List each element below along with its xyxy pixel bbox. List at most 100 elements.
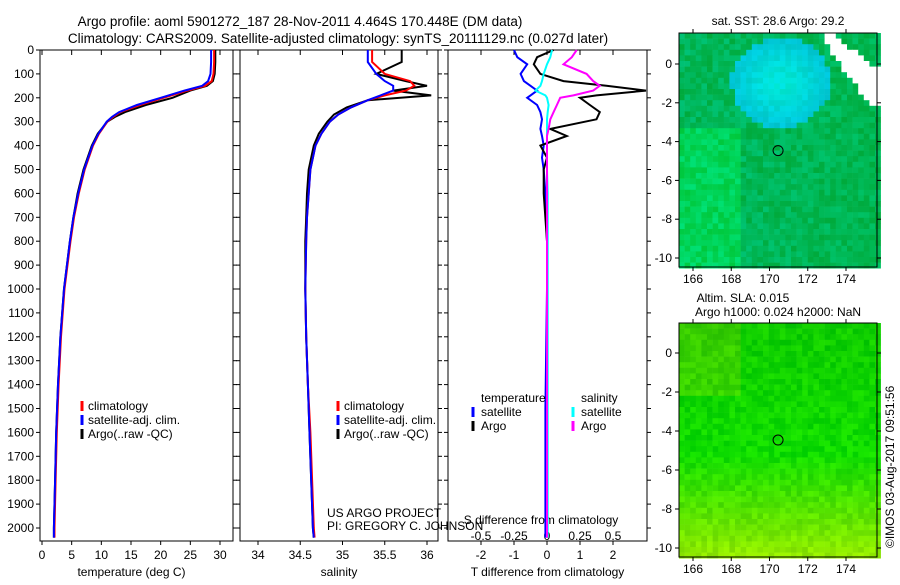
map-cell	[740, 423, 747, 430]
map-cell	[740, 418, 747, 425]
map-cell	[875, 423, 881, 430]
map-cell	[779, 351, 786, 357]
map-cell	[791, 552, 797, 559]
x2-tick-label: 0.25	[568, 529, 592, 543]
map-cell	[807, 117, 814, 123]
map-cell	[830, 33, 837, 39]
map-cell	[690, 507, 697, 514]
map-cell	[723, 262, 730, 269]
map-cell	[813, 189, 820, 196]
map-cell	[763, 105, 769, 112]
map-cell	[768, 111, 775, 118]
map-cell	[824, 502, 831, 509]
map-cell	[701, 429, 708, 436]
map-cell	[695, 390, 702, 397]
map-cell	[813, 139, 820, 146]
map-cell	[841, 530, 848, 537]
map-cell	[735, 217, 741, 224]
map-cell	[735, 94, 741, 101]
map-cell	[746, 161, 753, 168]
map-cell	[779, 491, 786, 497]
legend-header: salinity	[581, 391, 618, 405]
map-cell	[802, 184, 809, 191]
map-cell	[757, 435, 764, 441]
map-cell	[791, 407, 797, 413]
map-cell	[802, 128, 809, 135]
map-cell	[751, 485, 758, 492]
map-cell	[779, 178, 786, 185]
map-cell	[796, 552, 803, 559]
y-tick-label: -2	[661, 385, 672, 399]
map-cell	[785, 83, 792, 90]
map-cell	[763, 184, 769, 191]
map-cell	[729, 178, 736, 185]
map-cell	[740, 507, 747, 514]
map-cell	[695, 111, 702, 118]
map-cell	[796, 429, 803, 436]
map-cell	[718, 139, 725, 146]
map-cell	[757, 451, 764, 458]
map-cell	[763, 446, 769, 453]
map-cell	[841, 339, 848, 346]
map-cell	[785, 122, 792, 129]
map-cell	[729, 251, 736, 258]
map-cell	[707, 328, 713, 335]
y-tick-label: 100	[14, 67, 34, 81]
map-cell	[757, 530, 764, 537]
map-cell	[802, 111, 809, 118]
map-cell	[835, 507, 842, 514]
map-cell	[785, 145, 792, 151]
map-cell	[779, 133, 786, 140]
map-cell	[701, 507, 708, 514]
map-cell	[791, 77, 797, 84]
map-cell	[875, 491, 881, 497]
map-cell	[852, 435, 859, 441]
map-cell	[779, 479, 786, 486]
map-cell	[707, 189, 713, 196]
map-cell	[830, 55, 837, 62]
map-cell	[796, 446, 803, 453]
map-cell	[768, 345, 775, 352]
map-cell	[679, 156, 685, 163]
map-cell	[830, 167, 837, 174]
map-cell	[847, 251, 853, 258]
map-cell	[707, 339, 713, 346]
map-cell	[824, 440, 831, 447]
x-tick-label: 166	[683, 272, 703, 286]
map-cell	[830, 328, 837, 335]
map-cell	[830, 217, 837, 224]
sst-map-title: sat. SST: 28.6 Argo: 29.2	[712, 14, 845, 28]
map-cell	[796, 362, 803, 369]
map-cell	[830, 384, 837, 391]
map-cell	[746, 440, 753, 447]
map-cell	[830, 412, 837, 419]
map-cell	[679, 418, 685, 425]
map-cell	[791, 133, 797, 140]
map-cell	[690, 49, 697, 56]
map-cell	[863, 122, 870, 129]
map-cell	[875, 524, 881, 531]
map-cell	[690, 122, 697, 129]
map-cell	[813, 479, 820, 486]
map-cell	[863, 524, 870, 531]
map-cell	[847, 401, 853, 408]
map-cell	[679, 145, 685, 151]
map-cell	[695, 451, 702, 458]
map-cell	[819, 173, 825, 179]
map-cell	[679, 212, 685, 219]
map-cell	[824, 463, 831, 469]
map-cell	[701, 66, 708, 73]
map-cell	[679, 111, 685, 118]
map-cell	[695, 479, 702, 486]
map-cell	[875, 178, 881, 185]
map-cell	[802, 373, 809, 380]
map-cell	[768, 240, 775, 247]
map-cell	[718, 201, 725, 207]
map-cell	[858, 485, 865, 492]
map-cell	[802, 541, 809, 548]
map-cell	[869, 212, 876, 219]
map-cell	[802, 212, 809, 219]
map-cell	[802, 201, 809, 207]
y-tick-label: 1000	[7, 282, 34, 296]
map-cell	[779, 38, 786, 45]
